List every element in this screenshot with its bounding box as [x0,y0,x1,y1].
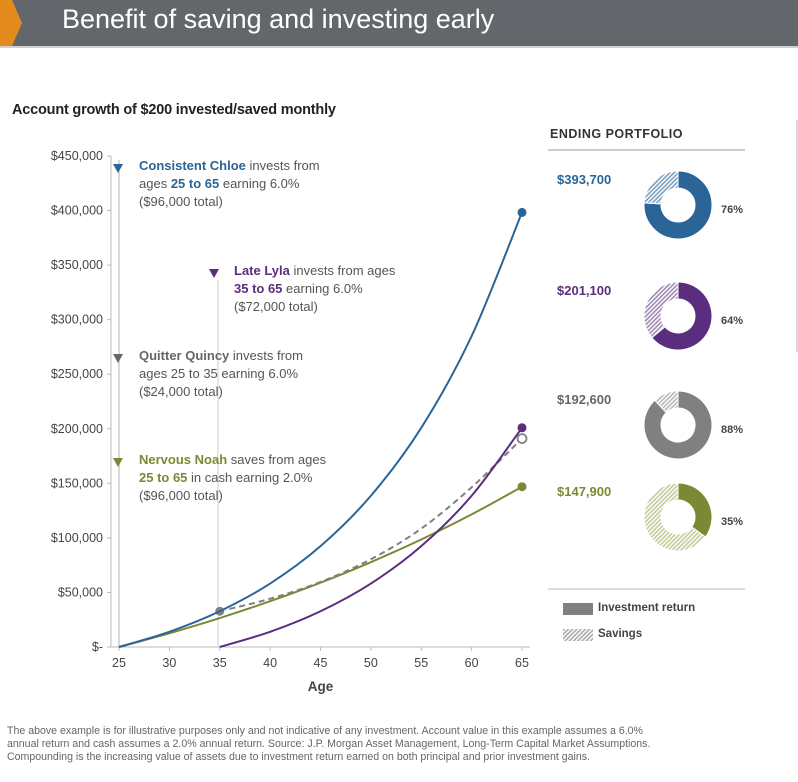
annotation-text: in cash earning 2.0% [187,470,313,485]
footnote-line: Compounding is the increasing value of a… [7,751,590,763]
ending-amount: $201,100 [557,283,612,298]
annotation-name: Nervous Noah [139,452,228,467]
legend-swatch-savings [563,629,593,641]
y-tick-label: $450,000 [51,149,103,163]
y-tick-label: $200,000 [51,422,103,436]
annotation-consistent-chloe: Consistent Chloe invests from ages 25 to… [139,157,320,211]
donut-chart [643,390,713,460]
chart-title: Account growth of $200 invested/saved mo… [12,102,336,118]
donut-savings-slice [643,170,679,205]
y-tick-label: $150,000 [51,476,103,490]
consistent-chloe-end-point [517,207,527,217]
y-tick-label: $250,000 [51,367,103,381]
y-tick-label: $300,000 [51,313,103,327]
footnote: The above example is for illustrative pu… [7,725,797,764]
footnote-line: The above example is for illustrative pu… [7,725,643,737]
ending-amount: $393,700 [557,172,612,187]
legend-swatch-investment [563,603,593,615]
annotation-total: ($72,000 total) [234,299,318,314]
donut-savings-slice [643,482,707,552]
legend-savings: Savings [598,628,643,640]
annotation-highlight: 25 to 65 [170,176,220,191]
footnote-line: annual return and cash assumes a 2.0% an… [7,738,651,750]
triangle-marker-icon [113,458,123,467]
donut-chart [643,482,713,552]
annotation-text: earning 6.0% [219,176,300,191]
quitter-quincy-line [219,437,523,613]
annotation-name: Quitter Quincy [139,348,230,363]
annotation-total: ($24,000 total) [139,384,223,399]
annotation-text: invests from [245,158,320,173]
triangle-marker-icon [209,269,219,278]
x-tick-label: 65 [515,656,529,670]
annotation-total: ($96,000 total) [139,194,223,209]
annotation-late-lyla: Late Lyla invests from ages 35 to 65 ear… [234,262,395,316]
donut-savings-slice [643,281,679,339]
donut-chart [643,170,713,240]
x-tick-label: 25 [112,656,126,670]
x-tick-label: 40 [263,656,277,670]
x-tick-label: 60 [465,656,479,670]
annotation-text: ages [139,176,171,191]
investment-return-percent: 35% [721,516,744,528]
legend-investment-return: Investment return [598,602,696,614]
triangle-marker-icon [113,354,123,363]
header-band: Benefit of saving and investing early [0,0,798,48]
annotation-name: Late Lyla [234,263,290,278]
investment-return-percent: 64% [721,315,744,327]
page-title: Benefit of saving and investing early [62,4,495,34]
y-tick-label: $400,000 [51,204,103,218]
annotation-text: invests from ages [289,263,396,278]
x-tick-label: 30 [162,656,176,670]
annotation-nervous-noah: Nervous Noah saves from ages 25 to 65 in… [139,451,326,505]
y-tick-label: $100,000 [51,531,103,545]
donut-investment-return-slice [677,482,713,538]
donut-investment-return-slice [651,281,713,351]
x-tick-label: 45 [314,656,328,670]
nervous-noah-end-point [517,482,527,492]
annotation-highlight: 25 to 65 [139,470,188,485]
x-tick-label: 50 [364,656,378,670]
late-lyla-end-point [517,423,527,433]
donut-savings-slice [654,390,679,414]
ending-amount: $147,900 [557,484,612,499]
investment-return-percent: 76% [721,204,744,216]
investment-return-percent: 88% [721,424,744,436]
x-tick-label: 35 [213,656,227,670]
triangle-marker-icon [113,164,123,173]
x-tick-label: 55 [414,656,428,670]
annotation-text: saves from ages [227,452,327,467]
ending-portfolio-title: ENDING PORTFOLIO [550,127,683,141]
quitter-quincy-end-point [516,433,528,444]
annotation-name: Consistent Chloe [139,158,246,173]
portfolio-panel-rules [548,120,798,641]
y-tick-label: $50,000 [58,585,103,599]
annotation-quitter-quincy: Quitter Quincy invests from ages 25 to 3… [139,347,303,401]
annotation-highlight: 35 to 65 [234,281,283,296]
x-axis-label: Age [308,679,334,694]
y-tick-label: $- [92,640,103,654]
donut-investment-return-slice [643,390,713,460]
ending-amount: $192,600 [557,392,612,407]
annotation-total: ($96,000 total) [139,488,223,503]
donut-chart [643,281,713,351]
y-tick-label: $350,000 [51,258,103,272]
donut-investment-return-slice [643,170,713,240]
annotation-text: invests from [229,348,303,363]
consistent-chloe-line [118,212,523,648]
late-lyla-line [219,427,523,648]
annotation-text: ages 25 to 35 earning 6.0% [139,366,299,381]
orange-chevron-icon [0,0,22,46]
line-chart: $- $50,000 $100,000 $150,000 $200,000 $250,00… [51,149,530,694]
annotation-text: earning 6.0% [282,281,363,296]
